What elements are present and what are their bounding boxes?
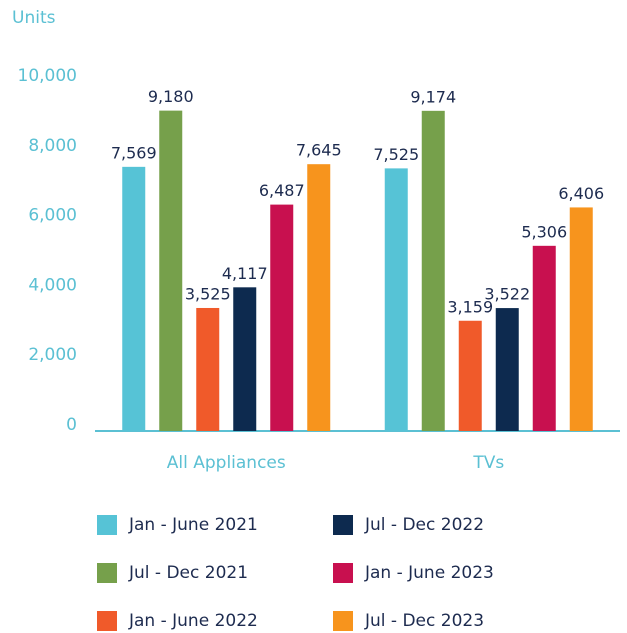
legend-swatch bbox=[97, 563, 117, 583]
y-tick-label: 2,000 bbox=[28, 345, 77, 365]
bar bbox=[569, 207, 593, 431]
value-label: 7,569 bbox=[111, 143, 157, 162]
legend-swatch bbox=[97, 611, 117, 631]
x-tick-label: All Appliances bbox=[167, 453, 286, 473]
bar bbox=[532, 245, 556, 431]
value-label: 6,406 bbox=[558, 184, 604, 203]
y-tick-label: 0 bbox=[66, 415, 77, 435]
value-label: 5,306 bbox=[521, 222, 567, 241]
value-label: 3,525 bbox=[185, 284, 231, 303]
bar bbox=[270, 204, 294, 431]
legend-swatch bbox=[97, 515, 117, 535]
y-tick-label: 10,000 bbox=[18, 66, 77, 86]
value-label: 3,522 bbox=[484, 285, 530, 304]
bar bbox=[122, 166, 146, 431]
value-label: 6,487 bbox=[259, 181, 305, 200]
legend-label: Jan - June 2023 bbox=[364, 563, 494, 583]
value-label: 9,174 bbox=[410, 87, 456, 106]
legend-swatch bbox=[333, 611, 353, 631]
legend-label: Jul - Dec 2023 bbox=[364, 611, 484, 631]
value-label: 4,117 bbox=[222, 264, 268, 283]
legend-swatch bbox=[333, 515, 353, 535]
bar bbox=[159, 110, 183, 432]
bar bbox=[421, 110, 445, 432]
bar bbox=[458, 320, 482, 431]
y-tick-label: 8,000 bbox=[28, 136, 77, 156]
legend-swatch bbox=[333, 563, 353, 583]
legend-label: Jan - June 2021 bbox=[128, 515, 258, 535]
value-label: 7,525 bbox=[373, 145, 419, 164]
y-tick-label: 6,000 bbox=[28, 206, 77, 226]
x-tick-label: TVs bbox=[472, 453, 504, 473]
bar bbox=[307, 164, 331, 431]
value-label: 3,159 bbox=[447, 297, 493, 316]
bar bbox=[495, 308, 519, 431]
legend-label: Jan - June 2022 bbox=[128, 611, 258, 631]
bar bbox=[384, 168, 408, 431]
value-label: 7,645 bbox=[296, 141, 342, 160]
y-axis-label: Units bbox=[12, 8, 56, 28]
bar bbox=[233, 287, 257, 431]
legend-label: Jul - Dec 2021 bbox=[128, 563, 248, 583]
legend-label: Jul - Dec 2022 bbox=[364, 515, 484, 535]
bar bbox=[196, 307, 220, 431]
y-tick-label: 4,000 bbox=[28, 275, 77, 295]
value-label: 9,180 bbox=[148, 87, 194, 106]
